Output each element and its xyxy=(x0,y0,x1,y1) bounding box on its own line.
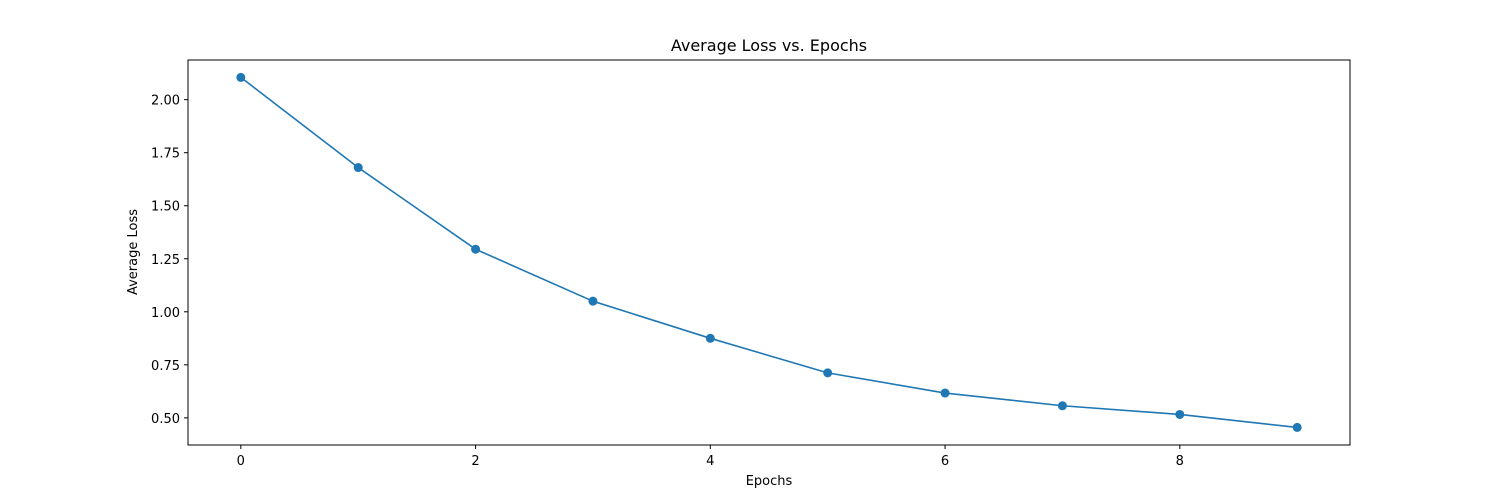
data-point xyxy=(236,72,246,82)
y-tick-label: 1.25 xyxy=(151,253,180,268)
data-point xyxy=(1175,409,1185,419)
y-tick-label: 1.00 xyxy=(151,306,180,321)
plot-area-background xyxy=(188,60,1350,445)
plot-frame xyxy=(187,59,1351,446)
y-tick-label: 1.50 xyxy=(151,200,180,215)
series-layer xyxy=(236,72,1302,432)
data-point xyxy=(588,296,598,306)
x-tick-label: 6 xyxy=(941,454,949,469)
series-line xyxy=(240,76,1298,429)
y-tick-label: 1.75 xyxy=(151,147,180,162)
y-axis-ticks: 0.50 0.75 1.00 1.25 1.50 1.75 2.00 xyxy=(151,94,188,427)
data-point xyxy=(940,388,950,398)
x-tick-label: 0 xyxy=(237,454,245,469)
y-tick-label: 2.00 xyxy=(151,94,180,109)
data-point xyxy=(353,163,363,173)
x-axis-label: Epochs xyxy=(746,474,793,489)
x-tick-label: 2 xyxy=(471,454,479,469)
data-point xyxy=(1057,401,1067,411)
data-point xyxy=(471,244,481,254)
data-point xyxy=(705,333,715,343)
y-axis-label: Average Loss xyxy=(126,209,141,295)
x-axis-ticks: 0 2 4 6 8 xyxy=(237,445,1184,469)
data-point xyxy=(1292,422,1302,432)
data-point xyxy=(823,368,833,378)
x-tick-label: 4 xyxy=(706,454,714,469)
y-tick-label: 0.50 xyxy=(151,412,180,427)
x-tick-label: 8 xyxy=(1176,454,1184,469)
chart-title: Average Loss vs. Epochs xyxy=(671,36,867,55)
y-tick-label: 0.75 xyxy=(151,359,180,374)
